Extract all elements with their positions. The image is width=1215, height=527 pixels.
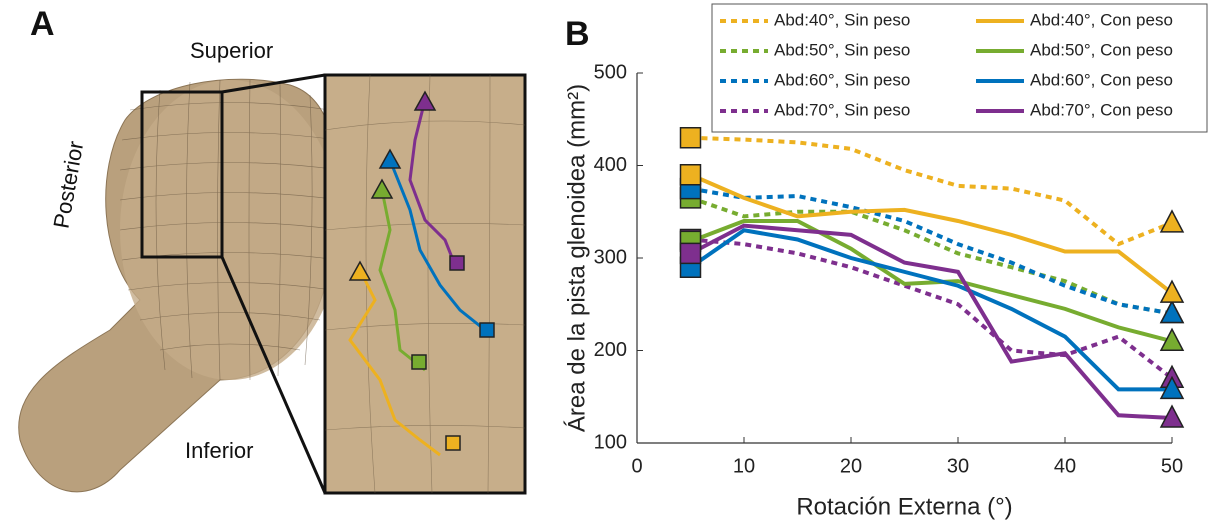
y-tick-label: 100	[594, 431, 627, 453]
y-axis-title: Área de la pista glenoidea (mm²)	[563, 84, 590, 432]
annotation: Inferior	[185, 438, 253, 463]
end-marker	[1159, 299, 1185, 324]
start-marker	[679, 127, 702, 149]
legend-label: Abd:60°, Con peso	[1030, 70, 1173, 89]
series-line	[690, 186, 1173, 316]
end-marker	[1159, 279, 1185, 303]
panel-label: B	[565, 15, 590, 53]
legend-label: Abd:50°, Con peso	[1030, 40, 1173, 59]
end-marker	[1159, 404, 1185, 428]
legend-label: Abd:40°, Con peso	[1030, 10, 1173, 29]
series-line	[689, 228, 1172, 392]
series-line	[689, 223, 1173, 421]
humerus-illustration: A Superior Posterior Inferior	[18, 5, 527, 495]
end-marker	[1159, 375, 1185, 400]
end-marker	[1159, 327, 1185, 351]
start-marker	[679, 242, 702, 265]
x-tick-label: 50	[1161, 455, 1183, 477]
series-line	[690, 135, 1173, 247]
start-marker	[679, 164, 702, 186]
end-marker	[1159, 209, 1185, 233]
x-tick-label: 30	[947, 455, 969, 477]
chart-b: B 100 200 300 400 500 0 10 20 30 40 50 Rotación Exte…	[563, 3, 1208, 520]
legend-label: Abd:40°, Sin peso	[774, 10, 910, 29]
y-tick-label: 200	[594, 339, 627, 361]
series-line	[690, 237, 1174, 380]
panel-label: A	[30, 5, 55, 43]
legend-label: Abd:50°, Sin peso	[774, 40, 910, 59]
series-line	[689, 172, 1174, 295]
y-tick-label: 400	[594, 154, 627, 176]
series-line	[689, 219, 1173, 344]
y-tick-label: 300	[594, 246, 627, 268]
legend-label: Abd:70°, Con peso	[1030, 100, 1173, 119]
legend-label: Abd:60°, Sin peso	[774, 70, 910, 89]
legend-box	[711, 3, 1208, 133]
x-axis-title: Rotación Externa (°)	[796, 493, 1012, 520]
annotation: Posterior	[48, 139, 88, 230]
x-tick-label: 20	[840, 455, 862, 477]
y-tick-label: 500	[594, 61, 627, 83]
series-line	[689, 195, 1173, 316]
x-tick-label: 0	[631, 455, 642, 477]
x-tick-label: 10	[733, 455, 755, 477]
annotation: Superior	[190, 38, 273, 63]
x-tick-label: 40	[1054, 455, 1076, 477]
legend-label: Abd:70°, Sin peso	[774, 100, 910, 119]
